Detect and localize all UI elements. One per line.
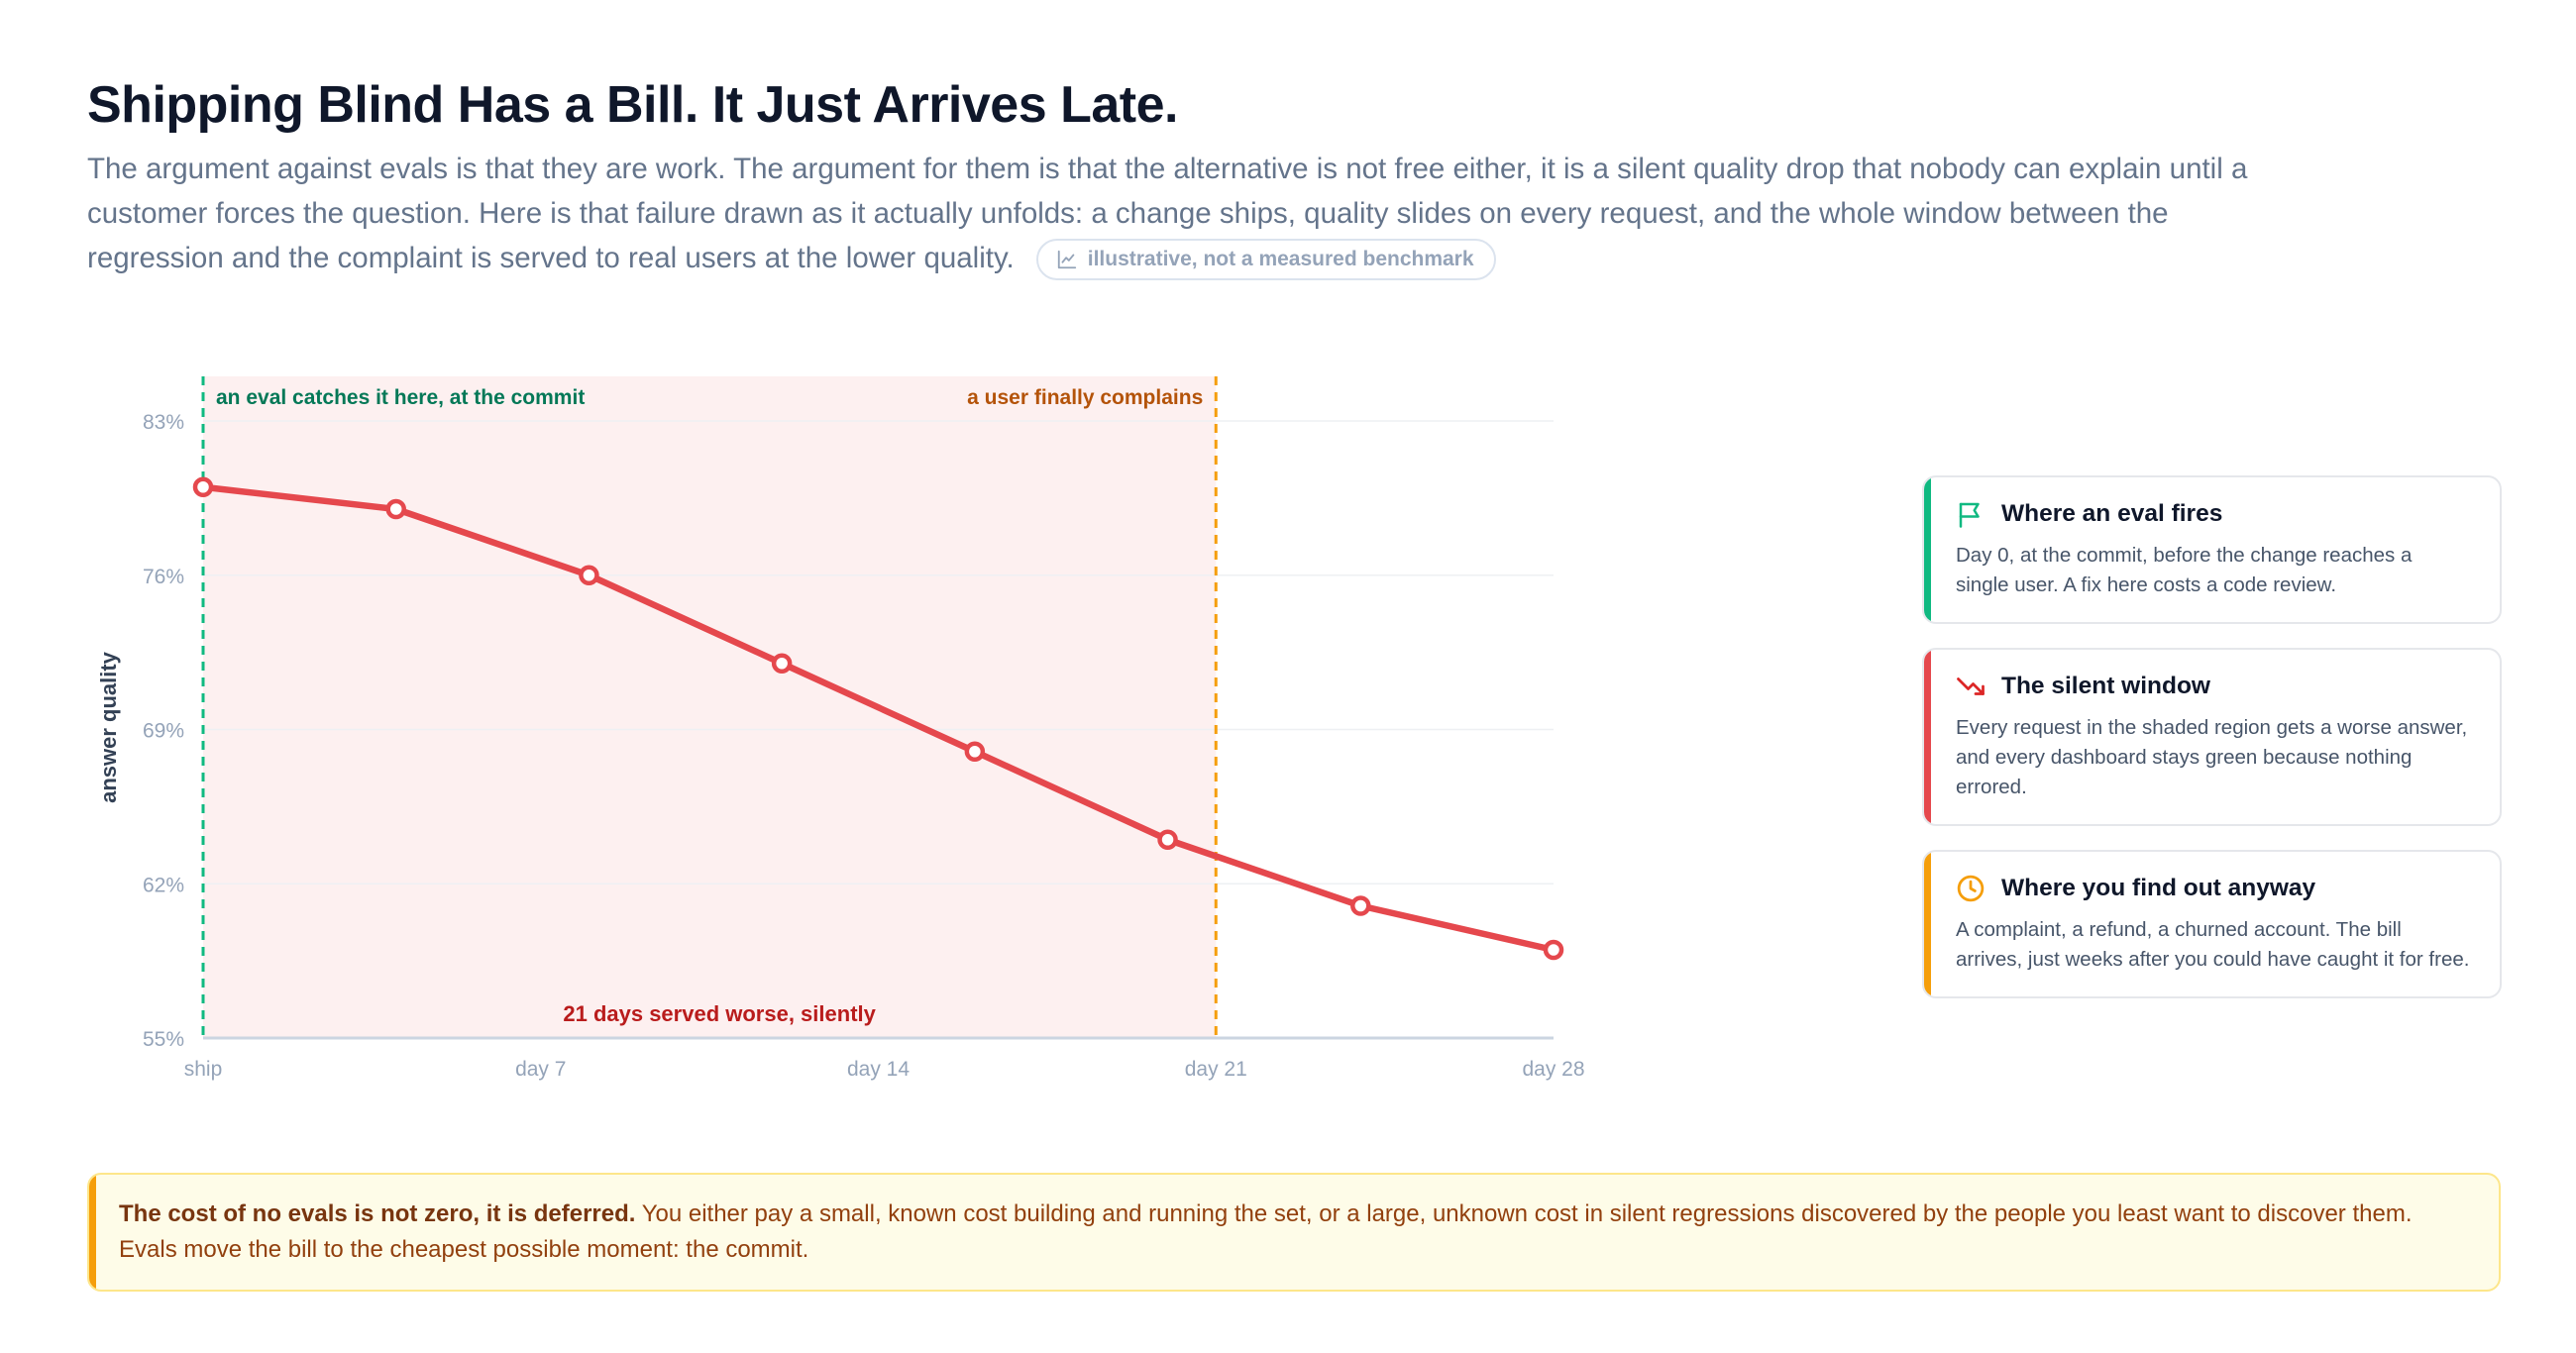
flag-icon: [1959, 502, 1980, 528]
data-point: [964, 741, 986, 762]
cost-callout: The cost of no evals is not zero, it is …: [87, 1173, 2501, 1292]
x-axis-ticks: ship day 7 day 14 day 21 day 28: [184, 1058, 1585, 1081]
y-axis-ticks: 83% 76% 69% 62% 55%: [143, 411, 184, 1051]
card-find-out-anyway: Where you find out anyway A complaint, a…: [1922, 850, 2502, 998]
card-body: A complaint, a refund, a churned account…: [1956, 918, 2470, 971]
callout-body: You either pay a small, known cost build…: [119, 1200, 2413, 1263]
y-axis-label: answer quality: [96, 651, 121, 803]
data-point: [1157, 829, 1178, 850]
card-eval-fires: Where an eval fires Day 0, at the commit…: [1922, 475, 2502, 624]
card-title: Where you find out anyway: [2001, 875, 2316, 901]
data-point: [1543, 939, 1564, 961]
marker-label: a user finally complains: [967, 386, 1203, 409]
y-tick-label: 83%: [143, 411, 184, 434]
data-point: [771, 653, 793, 674]
illustrative-badge: illustrative, not a measured benchmark: [1035, 239, 1496, 281]
data-point: [1350, 895, 1371, 916]
x-tick-label: day 28: [1522, 1058, 1584, 1081]
lede-paragraph: The argument against evals is that they …: [87, 147, 2267, 281]
x-tick-label: day 7: [515, 1058, 566, 1081]
lede-text: The argument against evals is that they …: [87, 153, 2248, 274]
card-title: Where an eval fires: [2001, 500, 2223, 527]
y-tick-label: 69%: [143, 720, 184, 743]
callout-accent-bar: [89, 1175, 96, 1290]
card-accent-bar: [1924, 650, 1931, 824]
callout-text: The cost of no evals is not zero, it is …: [119, 1197, 2469, 1268]
card-body: Every request in the shaded region gets …: [1956, 716, 2468, 798]
quality-series-points: [192, 476, 1564, 961]
x-tick-label: day 21: [1185, 1058, 1247, 1081]
quality-chart: 83% 76% 69% 62% 55% ship day 7 day 14 day 21 day…: [96, 376, 1585, 1081]
clock-icon: [1957, 875, 1985, 902]
marker-label: an eval catches it here, at the commit: [216, 386, 585, 409]
card-accent-bar: [1924, 477, 1931, 622]
x-tick-label: ship: [184, 1058, 223, 1081]
trending-down-icon: [1957, 677, 1985, 695]
y-tick-label: 76%: [143, 566, 184, 588]
card-title: The silent window: [2001, 673, 2210, 699]
badge-label: illustrative, not a measured benchmark: [1087, 248, 1474, 271]
card-header: Where an eval fires: [1956, 499, 2470, 529]
insight-cards: Where an eval fires Day 0, at the commit…: [1922, 475, 2502, 1022]
card-silent-window: The silent window Every request in the s…: [1922, 648, 2502, 826]
card-header: Where you find out anyway: [1956, 874, 2470, 903]
data-point: [192, 476, 214, 497]
shaded-region-label: 21 days served worse, silently: [563, 1001, 876, 1026]
callout-lead: The cost of no evals is not zero, it is …: [119, 1200, 636, 1227]
chart-grid: [203, 420, 1554, 885]
data-point: [385, 498, 406, 520]
card-accent-bar: [1924, 852, 1931, 996]
y-tick-label: 55%: [143, 1028, 184, 1051]
x-tick-label: day 14: [847, 1058, 910, 1081]
line-chart-icon: [1057, 251, 1076, 269]
card-body: Day 0, at the commit, before the change …: [1956, 544, 2413, 596]
data-point: [579, 565, 599, 585]
y-tick-label: 62%: [143, 874, 184, 896]
event-markers: an eval catches it here, at the commit a …: [201, 376, 1218, 1038]
quality-series-line: [199, 483, 1557, 954]
page-title: Shipping Blind Has a Bill. It Just Arriv…: [87, 76, 1178, 134]
card-header: The silent window: [1956, 672, 2470, 701]
silent-window-region: [203, 376, 1217, 1038]
